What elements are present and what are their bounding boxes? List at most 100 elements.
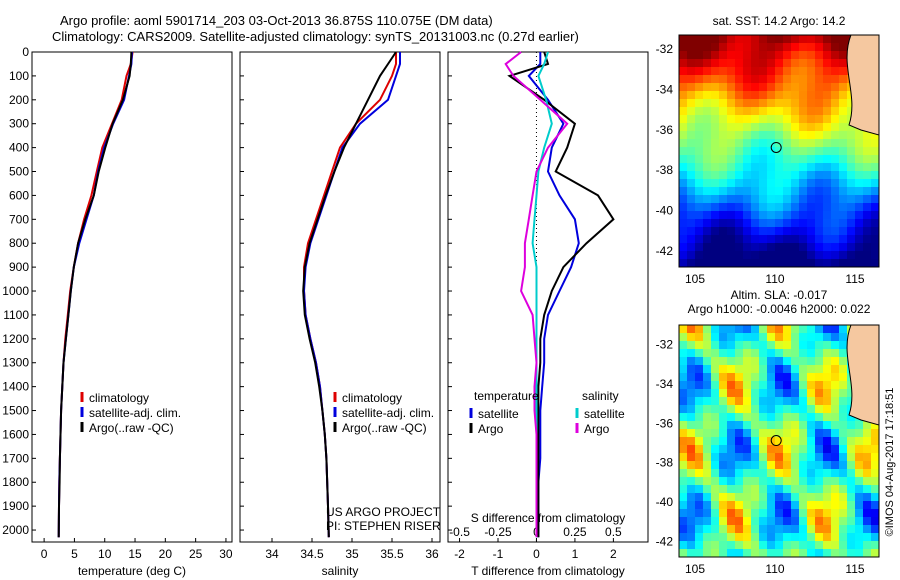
map-cell	[703, 139, 712, 148]
map-cell	[751, 477, 760, 486]
map-cell	[831, 493, 840, 502]
map-cell	[783, 357, 792, 366]
map-cell	[751, 43, 760, 52]
map-cell	[863, 541, 872, 550]
map-cell	[807, 59, 816, 68]
map-cell	[687, 43, 696, 52]
map-cell	[791, 389, 800, 398]
map-cell	[839, 381, 848, 390]
map-cell	[831, 461, 840, 470]
map-cell	[735, 541, 744, 550]
map-cell	[807, 389, 816, 398]
map-lon-tick-label: 105	[685, 272, 705, 286]
map-cell	[687, 83, 696, 92]
legend-title: salinity	[582, 389, 619, 403]
map-cell	[703, 477, 712, 486]
map-cell	[687, 259, 696, 267]
map-cell	[783, 405, 792, 414]
map-cell	[831, 453, 840, 462]
map-cell	[815, 147, 824, 156]
y-tick-label: 1900	[2, 499, 29, 513]
map-cell	[839, 421, 848, 430]
map-cell	[823, 421, 832, 430]
map-cell	[703, 51, 712, 60]
map-cell	[831, 485, 840, 494]
map-cell	[703, 195, 712, 204]
map-cell	[719, 541, 728, 550]
map-cell	[767, 413, 776, 422]
map-cell	[759, 59, 768, 68]
map-cell	[687, 59, 696, 68]
map-cell	[799, 341, 808, 350]
map-cell	[695, 67, 704, 76]
map-cell	[751, 341, 760, 350]
map-cell	[855, 163, 864, 172]
map-cell	[847, 485, 856, 494]
map-cell	[791, 461, 800, 470]
x-tick-label: 10	[98, 547, 112, 561]
map-cell	[727, 437, 736, 446]
map-cell	[767, 147, 776, 156]
map-cell	[703, 357, 712, 366]
map-cell	[823, 251, 832, 260]
map-cell	[719, 341, 728, 350]
map-cell	[863, 421, 872, 430]
map-cell	[767, 501, 776, 510]
map-cell	[863, 163, 872, 172]
map-cell	[775, 155, 784, 164]
map-cell	[783, 517, 792, 526]
map-cell	[695, 325, 704, 334]
map-cell	[855, 421, 864, 430]
map-cell	[775, 429, 784, 438]
map-cell	[759, 131, 768, 140]
map-cell	[831, 509, 840, 518]
map-cell	[783, 541, 792, 550]
x-tick-label: 35	[345, 547, 359, 561]
map-cell	[687, 67, 696, 76]
map-cell	[847, 259, 856, 267]
map-cell	[703, 405, 712, 414]
map-cell	[695, 421, 704, 430]
series-line-salinity-satellite	[531, 51, 553, 538]
land-coastline	[846, 35, 879, 136]
map-cell	[775, 251, 784, 260]
map-cell	[687, 147, 696, 156]
map-cell	[863, 155, 872, 164]
map-cell	[679, 365, 688, 374]
map-cell	[703, 541, 712, 550]
map-cell	[823, 445, 832, 454]
series-line-salinity-argo	[504, 51, 569, 538]
map-cell	[679, 131, 688, 140]
map-cell	[727, 67, 736, 76]
map-cell	[719, 453, 728, 462]
map-cell	[871, 445, 879, 454]
map-cell	[719, 235, 728, 244]
map-cell	[679, 227, 688, 236]
map-cell	[743, 509, 752, 518]
map-cell	[751, 171, 760, 180]
map-cell	[839, 549, 848, 557]
map-cell	[855, 469, 864, 478]
map-cell	[711, 509, 720, 518]
map-cell	[831, 179, 840, 188]
map-cell	[695, 469, 704, 478]
map-cell	[823, 325, 832, 334]
map-cell	[871, 429, 879, 438]
map-cell	[791, 333, 800, 342]
map-cell	[719, 83, 728, 92]
map-cell	[703, 203, 712, 212]
map-cell	[807, 517, 816, 526]
map-cell	[807, 533, 816, 542]
map-cell	[791, 115, 800, 124]
map-cell	[727, 469, 736, 478]
map-frame	[678, 324, 880, 558]
map-cell	[775, 325, 784, 334]
map-cell	[743, 485, 752, 494]
map-cell	[863, 517, 872, 526]
map-cell	[799, 549, 808, 557]
map-cell	[791, 501, 800, 510]
map-cell	[735, 251, 744, 260]
map-cell	[727, 533, 736, 542]
map-cell	[831, 429, 840, 438]
map-cell	[807, 381, 816, 390]
